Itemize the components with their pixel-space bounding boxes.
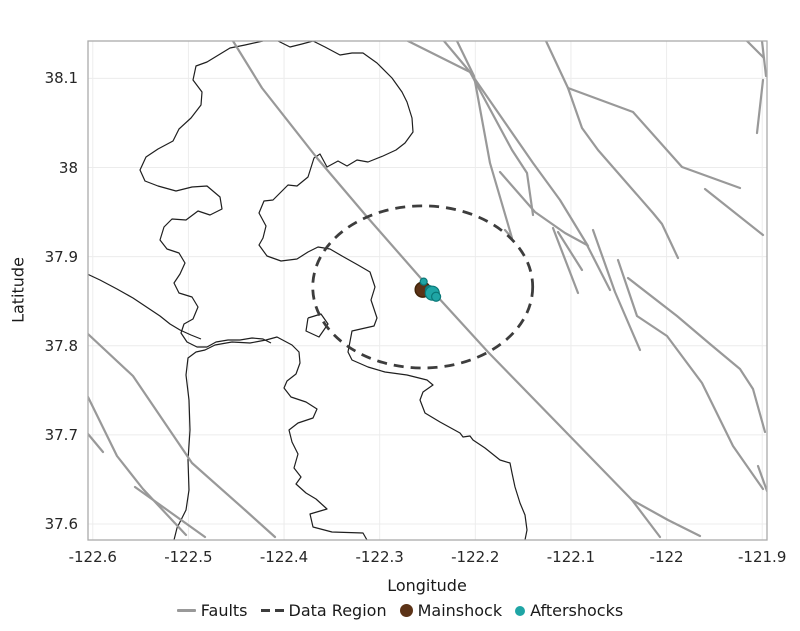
fault-line	[468, 70, 590, 248]
fault-line	[566, 86, 742, 190]
fault-line	[544, 41, 680, 260]
legend-label: Data Region	[288, 601, 387, 620]
legend-label: Faults	[200, 601, 248, 620]
fault-line	[630, 498, 702, 538]
x-axis-label: Longitude	[387, 576, 467, 595]
fault-line	[591, 228, 642, 352]
fault-line	[626, 276, 767, 434]
fault-line	[755, 78, 765, 135]
x-tick-label: -122.4	[259, 548, 309, 566]
fault-line	[551, 226, 580, 295]
fault-line	[756, 464, 767, 493]
legend-label: Aftershocks	[530, 601, 624, 620]
x-tick-label: -122.5	[164, 548, 213, 566]
dash-segment	[260, 609, 270, 612]
y-tick-label: 37.8	[44, 336, 78, 355]
legend-label: Mainshock	[417, 601, 503, 620]
aftershocks-swatch-icon	[515, 605, 526, 616]
plot-border	[87, 40, 768, 541]
y-tick-label: 37.6	[44, 514, 78, 533]
aftershock-marker	[419, 277, 428, 286]
y-tick-label: 37.7	[44, 425, 78, 444]
fault-lines	[88, 41, 767, 539]
coastline	[88, 273, 202, 340]
coastline	[139, 41, 272, 348]
legend-item-mainshock: Mainshock	[399, 601, 503, 620]
mainshock-swatch-icon	[399, 604, 413, 617]
fault-line	[703, 187, 765, 237]
legend-item-faults: Faults	[176, 601, 248, 620]
coastline	[258, 41, 528, 540]
fault-line	[455, 41, 514, 240]
fault-line	[442, 41, 535, 217]
fault-line	[745, 41, 766, 60]
coastline	[173, 336, 368, 540]
fault-line	[88, 432, 105, 454]
y-axis-label: Latitude	[8, 257, 28, 323]
earthquake-markers	[414, 277, 442, 302]
fault-line	[760, 41, 767, 78]
y-tick-label: 38.1	[44, 69, 78, 88]
x-tick-label: -122.6	[68, 548, 117, 566]
legend-item-aftershocks: Aftershocks	[515, 601, 623, 620]
map-layers	[88, 41, 767, 540]
x-tick-label: -122.2	[451, 548, 500, 566]
legend-item-data-region: Data Region	[260, 601, 387, 620]
fault-line	[133, 485, 207, 539]
y-tick-label: 38	[58, 158, 78, 177]
gridlines	[88, 41, 767, 540]
fault-line	[406, 41, 472, 74]
fault-line	[498, 170, 612, 292]
data-region-ellipse	[311, 204, 535, 370]
x-tick-label: -122.1	[546, 548, 596, 566]
data-region-swatch-icon	[260, 609, 284, 612]
fault-line	[88, 395, 188, 537]
legend: Faults Data Region Mainshock Aftershocks	[0, 601, 800, 620]
x-tick-label: -122.3	[355, 548, 404, 566]
fault-line	[231, 41, 662, 539]
faults-swatch-icon	[176, 609, 196, 612]
fault-line	[616, 258, 765, 491]
y-tick-label: 37.9	[44, 247, 78, 266]
fault-line	[88, 332, 277, 539]
x-tick-label: -121.9	[738, 548, 787, 566]
coastlines	[88, 41, 528, 540]
aftershock-marker	[431, 291, 442, 302]
fault-line	[556, 230, 584, 272]
dash-segment	[274, 609, 284, 612]
x-tick-label: -122	[649, 548, 684, 566]
